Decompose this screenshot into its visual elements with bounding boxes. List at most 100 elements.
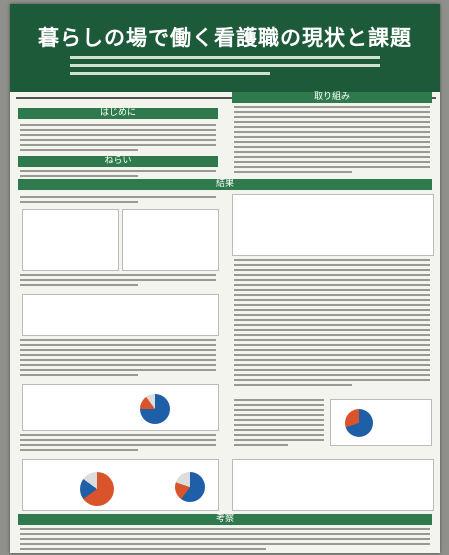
- text-line: [234, 106, 430, 108]
- text-line: [234, 294, 430, 296]
- text-line: [20, 149, 138, 151]
- text-line: [234, 434, 324, 436]
- text-line: [20, 144, 216, 146]
- text-line: [234, 299, 430, 301]
- text-line: [20, 533, 430, 535]
- text-line: [234, 404, 324, 406]
- text-line: [20, 134, 216, 136]
- text-line: [234, 279, 430, 281]
- text-line: [20, 139, 216, 141]
- author-line: [70, 56, 380, 59]
- text-line: [234, 359, 430, 361]
- text-line: [234, 424, 324, 426]
- text-line: [234, 344, 430, 346]
- figure: [232, 459, 434, 511]
- text-line: [20, 364, 216, 366]
- text-line: [234, 324, 430, 326]
- text-line: [234, 414, 324, 416]
- text-line: [20, 274, 216, 276]
- text-line: [20, 528, 430, 530]
- text-line: [234, 349, 430, 351]
- text-line: [234, 284, 430, 286]
- pie-figure: [140, 394, 170, 424]
- text-line: [234, 384, 352, 386]
- text-line: [20, 279, 216, 281]
- text-line: [234, 334, 430, 336]
- section-heading: 考察: [18, 514, 432, 525]
- text-line: [234, 141, 430, 143]
- text-line: [234, 429, 324, 431]
- text-line: [20, 196, 216, 198]
- section-heading: はじめに: [18, 108, 218, 119]
- figure: [232, 194, 434, 256]
- text-line: [234, 339, 430, 341]
- text-line: [20, 344, 216, 346]
- text-line: [234, 354, 430, 356]
- text-line: [20, 374, 138, 376]
- text-line: [20, 284, 138, 286]
- text-line: [234, 116, 430, 118]
- pie-figure: [345, 409, 373, 437]
- text-line: [20, 444, 216, 446]
- text-line: [234, 121, 430, 123]
- text-line: [234, 166, 430, 168]
- text-line: [234, 146, 430, 148]
- pie-figure: [175, 472, 205, 502]
- text-line: [20, 548, 266, 550]
- text-line: [234, 419, 324, 421]
- text-line: [20, 369, 216, 371]
- poster-header: 暮らしの場で働く看護職の現状と課題: [10, 4, 440, 92]
- text-line: [20, 175, 138, 177]
- text-line: [234, 289, 430, 291]
- text-line: [20, 538, 430, 540]
- text-line: [234, 319, 430, 321]
- text-line: [20, 354, 216, 356]
- text-line: [234, 364, 430, 366]
- text-line: [234, 126, 430, 128]
- poster: 暮らしの場で働く看護職の現状と課題 はじめに 取り組み ねらい 結果 考察: [10, 4, 440, 553]
- section-heading: 取り組み: [232, 92, 432, 103]
- figure: [22, 384, 219, 431]
- text-line: [234, 111, 430, 113]
- pie-figure: [80, 472, 114, 506]
- text-line: [20, 339, 216, 341]
- text-line: [20, 124, 216, 126]
- text-line: [20, 129, 216, 131]
- text-line: [234, 264, 430, 266]
- text-line: [234, 161, 430, 163]
- figure: [22, 294, 219, 336]
- section-heading: 結果: [18, 179, 432, 190]
- text-line: [234, 439, 324, 441]
- text-line: [20, 359, 216, 361]
- author-line: [70, 64, 380, 67]
- figure: [22, 209, 119, 271]
- text-line: [234, 259, 430, 261]
- photo: 暮らしの場で働く看護職の現状と課題 はじめに 取り組み ねらい 結果 考察: [0, 0, 449, 555]
- text-line: [234, 151, 430, 153]
- text-line: [234, 314, 430, 316]
- text-line: [234, 131, 430, 133]
- text-line: [20, 439, 216, 441]
- text-line: [20, 349, 216, 351]
- author-line: [70, 72, 270, 75]
- text-line: [234, 369, 430, 371]
- poster-title: 暮らしの場で働く看護職の現状と課題: [10, 22, 440, 52]
- text-line: [234, 136, 430, 138]
- text-line: [20, 449, 138, 451]
- text-line: [234, 309, 430, 311]
- text-line: [234, 274, 430, 276]
- section-heading: ねらい: [18, 156, 218, 167]
- text-line: [234, 379, 430, 381]
- text-line: [234, 374, 430, 376]
- text-line: [20, 201, 138, 203]
- text-line: [234, 409, 324, 411]
- text-line: [234, 269, 430, 271]
- text-line: [234, 444, 288, 446]
- text-line: [234, 171, 352, 173]
- text-line: [20, 543, 430, 545]
- text-line: [234, 304, 430, 306]
- text-line: [20, 434, 216, 436]
- text-line: [234, 399, 324, 401]
- text-line: [234, 329, 430, 331]
- text-line: [20, 170, 216, 172]
